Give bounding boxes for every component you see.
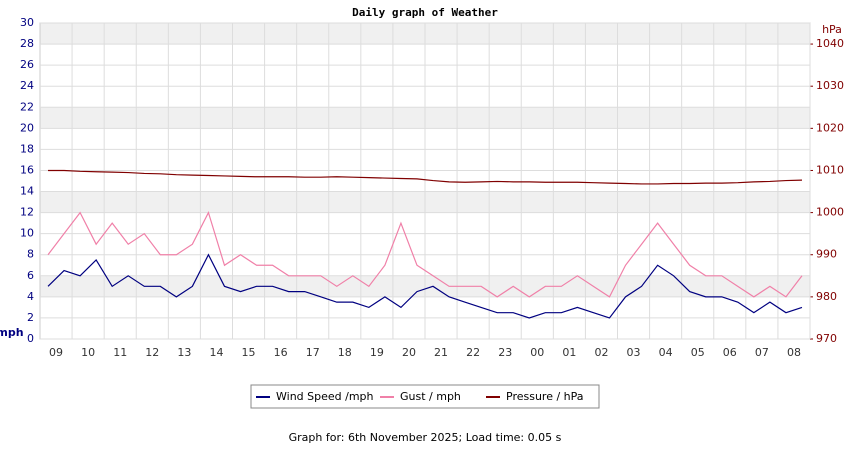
series-line: [48, 169, 802, 185]
x-tick-label: 21: [434, 346, 448, 359]
y2-tick-label: 990: [816, 248, 837, 261]
x-tick-label: 10: [81, 346, 95, 359]
x-tick-label: 05: [691, 346, 705, 359]
x-tick-label: 12: [145, 346, 159, 359]
y2-tick-label: 1040: [816, 37, 844, 50]
y-tick-label: 12: [20, 206, 34, 219]
x-tick-label: 16: [274, 346, 288, 359]
y2-tick-label: 1010: [816, 163, 844, 176]
y-tick-label: 0: [27, 332, 34, 345]
y-tick-label: 24: [20, 79, 34, 92]
y2-tick-label: 1020: [816, 121, 844, 134]
x-tick-label: 22: [466, 346, 480, 359]
legend-label: Pressure / hPa: [506, 390, 584, 403]
x-tick-label: 11: [113, 346, 127, 359]
y2-axis-label: hPa: [822, 23, 842, 36]
y-tick-label: 18: [20, 142, 34, 155]
x-tick-label: 08: [787, 346, 801, 359]
x-tick-label: 07: [755, 346, 769, 359]
y2-tick-label: 1030: [816, 79, 844, 92]
x-tick-label: 15: [242, 346, 256, 359]
y-tick-label: 4: [27, 290, 34, 303]
x-tick-label: 01: [562, 346, 576, 359]
y-tick-label: 8: [27, 248, 34, 261]
legend-label: Wind Speed /mph: [276, 390, 374, 403]
chart-title: Daily graph of Weather: [352, 6, 498, 19]
x-tick-label: 06: [723, 346, 737, 359]
legend-label: Gust / mph: [400, 390, 461, 403]
y2-tick-label: 970: [816, 332, 837, 345]
y-tick-label: 30: [20, 16, 34, 29]
y-tick-label: 10: [20, 227, 34, 240]
footer: Graph for: 6th November 2025; Load time:…: [289, 431, 562, 444]
x-tick-label: 09: [49, 346, 63, 359]
series-line: [47, 210, 803, 298]
y2-tick-label: 1000: [816, 206, 844, 219]
x-tick-label: 18: [338, 346, 352, 359]
y-tick-label: 28: [20, 37, 34, 50]
x-tick-label: 23: [498, 346, 512, 359]
y-tick-label: 22: [20, 100, 34, 113]
x-tick-label: 20: [402, 346, 416, 359]
legend-box: [250, 384, 600, 409]
y-tick-label: 6: [27, 269, 34, 282]
y-tick-label: 2: [27, 311, 34, 324]
y-tick-label: 20: [20, 121, 34, 134]
series-line: [47, 253, 803, 319]
x-tick-label: 19: [370, 346, 384, 359]
y-tick-label: 26: [20, 58, 34, 71]
y-axis-label: mph: [0, 326, 24, 339]
x-tick-label: 04: [659, 346, 673, 359]
y-tick-label: 16: [20, 163, 34, 176]
y-tick-label: 14: [20, 185, 34, 198]
x-tick-label: 13: [177, 346, 191, 359]
x-tick-label: 14: [209, 346, 223, 359]
x-tick-label: 02: [594, 346, 608, 359]
x-tick-label: 00: [530, 346, 544, 359]
y2-tick-label: 980: [816, 290, 837, 303]
x-tick-label: 17: [306, 346, 320, 359]
x-tick-label: 03: [627, 346, 641, 359]
